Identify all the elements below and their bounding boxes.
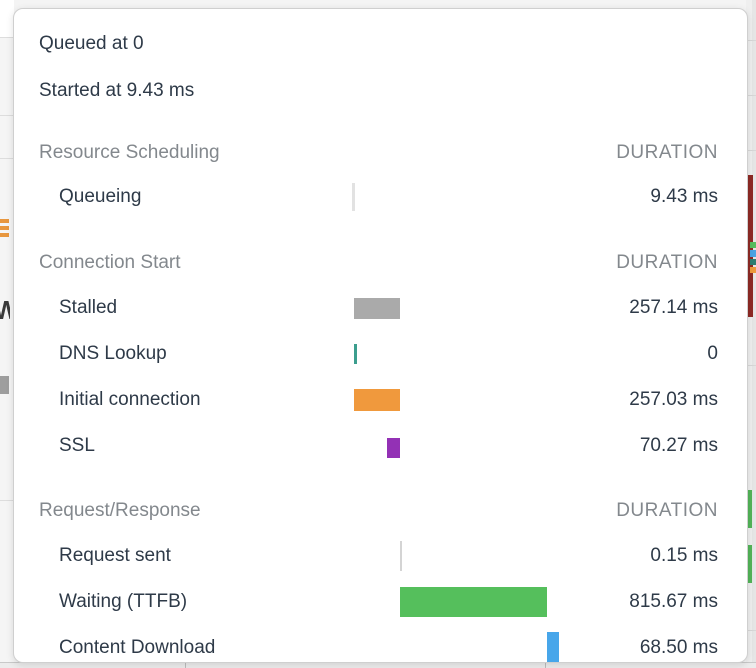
waterfall-mini-blue [750,250,756,257]
waterfall-mini-green [750,242,756,248]
waterfall-mini-teal [750,259,756,265]
section-title: Connection Start [39,252,181,273]
waterfall-green-bar [744,490,752,528]
timing-row-ssl: SSL 70.27 ms [14,434,747,458]
dns-lookup-bar [353,344,357,364]
content-download-bar [546,632,560,662]
scrollbar-track[interactable] [752,0,756,668]
started-at-line: Started at 9.43 ms [39,80,195,101]
duration-column-header: DURATION [616,252,718,273]
timing-label: Initial connection [59,389,201,410]
timing-duration: 9.43 ms [650,186,718,207]
pending-stripe-icon [0,226,9,230]
timing-label: Queueing [59,186,142,207]
queued-at-line: Queued at 0 [39,33,144,54]
queueing-bar [352,183,355,211]
waterfall-green-bar [744,545,752,583]
timing-duration: 70.27 ms [639,435,718,456]
timing-label: SSL [59,435,95,456]
timing-row-queueing: Queueing 9.43 ms [14,185,747,209]
waterfall-mini-orange [750,267,756,273]
timing-row-stalled: Stalled 257.14 ms [14,296,747,320]
row-divider [0,115,14,116]
timing-row-waiting-ttfb: Waiting (TTFB) 815.67 ms [14,590,747,614]
section-header-request-response: Request/Response DURATION [14,499,747,523]
timing-duration: 0.15 ms [650,545,718,566]
timing-label: Request sent [59,545,171,566]
timing-row-content-download: Content Download 68.50 ms [14,636,747,660]
waiting-ttfb-bar [400,587,547,617]
waterfall-row-bg [0,0,14,38]
timing-row-request-sent: Request sent 0.15 ms [14,544,747,568]
timing-label: Waiting (TTFB) [59,591,188,612]
section-header-resource-scheduling: Resource Scheduling DURATION [14,141,747,165]
row-divider [746,150,756,151]
pending-stripe-icon [0,233,9,237]
pending-stripe-icon [0,219,9,223]
waterfall-gray-bar [0,376,9,394]
request-sent-bar [400,541,402,571]
timing-duration: 0 [707,343,718,364]
timing-duration: 257.03 ms [629,389,718,410]
row-divider [746,95,756,96]
section-header-connection-start: Connection Start DURATION [14,251,747,275]
row-divider [746,40,756,41]
timing-label: DNS Lookup [59,343,167,364]
section-title: Request/Response [39,500,201,521]
timing-duration: 68.50 ms [639,637,718,658]
duration-column-header: DURATION [616,500,718,521]
row-divider [746,630,756,631]
waterfall-right-edge [744,0,756,668]
clipped-text-glyph: W [0,296,10,324]
initial-connection-bar [353,389,400,411]
timing-row-dns-lookup: DNS Lookup 0 [14,342,747,366]
timing-duration: 815.67 ms [629,591,718,612]
column-divider [545,662,546,668]
row-divider [0,500,14,501]
timing-row-initial-connection: Initial connection 257.03 ms [14,388,747,412]
ssl-bar [387,438,400,458]
timing-duration: 257.14 ms [629,297,718,318]
row-divider [746,365,756,366]
row-divider [0,158,14,159]
duration-column-header: DURATION [616,142,718,163]
timing-label: Stalled [59,297,118,318]
column-divider [185,662,186,668]
waterfall-left-edge: W [0,0,14,668]
stalled-bar [353,298,400,319]
section-title: Resource Scheduling [39,142,220,163]
timing-tooltip: Queued at 0 Started at 9.43 ms Resource … [13,8,748,663]
timing-label: Content Download [59,637,216,658]
